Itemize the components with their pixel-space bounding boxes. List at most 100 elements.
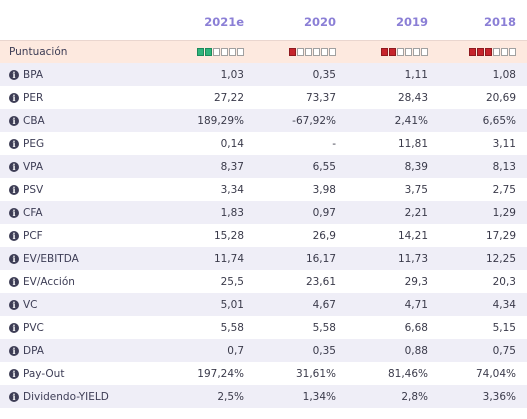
rating-box-empty <box>313 47 320 56</box>
value-cell: -67,92% <box>292 114 336 127</box>
rating-box-empty <box>305 47 312 56</box>
value-cell: 11,81 <box>397 137 428 150</box>
info-icon[interactable] <box>9 184 19 195</box>
table-row: EV/Acción 25,5 23,61 29,3 20,3 <box>0 270 527 293</box>
row-label: EV/EBITDA <box>23 252 79 265</box>
info-icon[interactable] <box>9 161 19 172</box>
value-cell: 1,29 <box>492 206 516 219</box>
value-cell: 4,34 <box>492 298 516 311</box>
header-year: 2019 <box>395 14 428 29</box>
header-year: 2020 <box>303 14 336 29</box>
value-cell: 5,58 <box>312 321 336 334</box>
table-row: VPA 8,37 6,55 8,39 8,13 <box>0 155 527 178</box>
rating-box-empty <box>509 47 516 56</box>
value-cell: 1,11 <box>404 68 428 81</box>
info-icon[interactable] <box>9 69 19 80</box>
row-label-cell: BPA <box>0 63 163 86</box>
rating-box-empty <box>329 47 336 56</box>
row-label-cell: PEG <box>0 132 163 155</box>
header-empty <box>0 0 163 40</box>
header-row: 2021e 2020 2019 2018 <box>0 0 527 40</box>
value-cell: 1,83 <box>220 206 244 219</box>
value-cell: 16,17 <box>305 252 336 265</box>
value-cell: 2,5% <box>217 390 244 403</box>
info-icon[interactable] <box>9 391 19 402</box>
row-label-cell: VC <box>0 293 163 316</box>
value-cell: 74,04% <box>475 367 516 380</box>
info-icon[interactable] <box>9 368 19 379</box>
rating-box-empty <box>213 47 220 56</box>
rating-box-filled <box>477 47 484 56</box>
value-cell: 0,35 <box>312 344 336 357</box>
row-label-cell: CFA <box>0 201 163 224</box>
row-label-cell: Pay-Out <box>0 362 163 385</box>
value-cell: 3,75 <box>404 183 428 196</box>
info-icon[interactable] <box>9 138 19 149</box>
value-cell: 3,36% <box>482 390 516 403</box>
info-icon[interactable] <box>9 345 19 356</box>
value-cell: 11,73 <box>397 252 428 265</box>
table-header: 2021e 2020 2019 2018 <box>0 0 527 40</box>
rating-box-empty <box>297 47 304 56</box>
value-cell: 6,68 <box>404 321 428 334</box>
info-icon[interactable] <box>9 92 19 103</box>
value-cell: 0,88 <box>404 344 428 357</box>
info-icon[interactable] <box>9 276 19 287</box>
rating-box-filled <box>381 47 388 56</box>
row-label: PER <box>23 91 44 104</box>
rating-box-empty <box>237 47 244 56</box>
info-icon[interactable] <box>9 322 19 333</box>
value-cell: 23,61 <box>305 275 336 288</box>
score-label-cell: Puntuación <box>0 40 163 63</box>
row-label-cell: PCF <box>0 224 163 247</box>
table-row: PEG 0,14 - 11,81 3,11 <box>0 132 527 155</box>
table-row: VC 5,01 4,67 4,71 4,34 <box>0 293 527 316</box>
value-cell: 5,58 <box>220 321 244 334</box>
table-row: PVC 5,58 5,58 6,68 5,15 <box>0 316 527 339</box>
info-icon[interactable] <box>9 207 19 218</box>
value-cell: 0,97 <box>312 206 336 219</box>
row-label: CBA <box>23 114 45 127</box>
table-row: Dividendo-YIELD 2,5% 1,34% 2,8% 3,36% <box>0 385 527 408</box>
row-label: EV/Acción <box>23 275 75 288</box>
row-label: PSV <box>23 183 44 196</box>
rating-box-empty <box>321 47 328 56</box>
info-icon[interactable] <box>9 253 19 264</box>
rating-box-empty <box>413 47 420 56</box>
info-icon[interactable] <box>9 230 19 241</box>
value-cell: 2,41% <box>394 114 428 127</box>
value-cell: 0,14 <box>220 137 244 150</box>
info-icon[interactable] <box>9 115 19 126</box>
row-label: PEG <box>23 137 45 150</box>
score-cell <box>347 40 439 63</box>
row-label-cell: EV/Acción <box>0 270 163 293</box>
row-label-cell: VPA <box>0 155 163 178</box>
value-cell: 2,8% <box>401 390 428 403</box>
value-cell: 12,25 <box>485 252 516 265</box>
row-label: DPA <box>23 344 44 357</box>
value-cell: 6,55 <box>312 160 336 173</box>
value-cell: 28,43 <box>397 91 428 104</box>
value-cell: 0,7 <box>227 344 244 357</box>
value-cell: 20,69 <box>485 91 516 104</box>
value-cell: 27,22 <box>213 91 244 104</box>
value-cell: 6,65% <box>482 114 516 127</box>
row-label-cell: DPA <box>0 339 163 362</box>
rating-box-filled <box>485 47 492 56</box>
rating-box-empty <box>405 47 412 56</box>
row-label: VC <box>23 298 38 311</box>
value-cell: 8,13 <box>492 160 516 173</box>
score-rating <box>469 47 516 56</box>
info-icon[interactable] <box>9 299 19 310</box>
value-cell: 17,29 <box>485 229 516 242</box>
row-label: Pay-Out <box>23 367 65 380</box>
row-label: PCF <box>23 229 43 242</box>
value-cell: 25,5 <box>220 275 244 288</box>
rating-box-filled <box>205 47 212 56</box>
rating-box-empty <box>397 47 404 56</box>
row-label: VPA <box>23 160 44 173</box>
score-row: Puntuación <box>0 40 527 63</box>
value-cell: 3,98 <box>312 183 336 196</box>
value-cell: 14,21 <box>397 229 428 242</box>
score-rating <box>381 47 428 56</box>
